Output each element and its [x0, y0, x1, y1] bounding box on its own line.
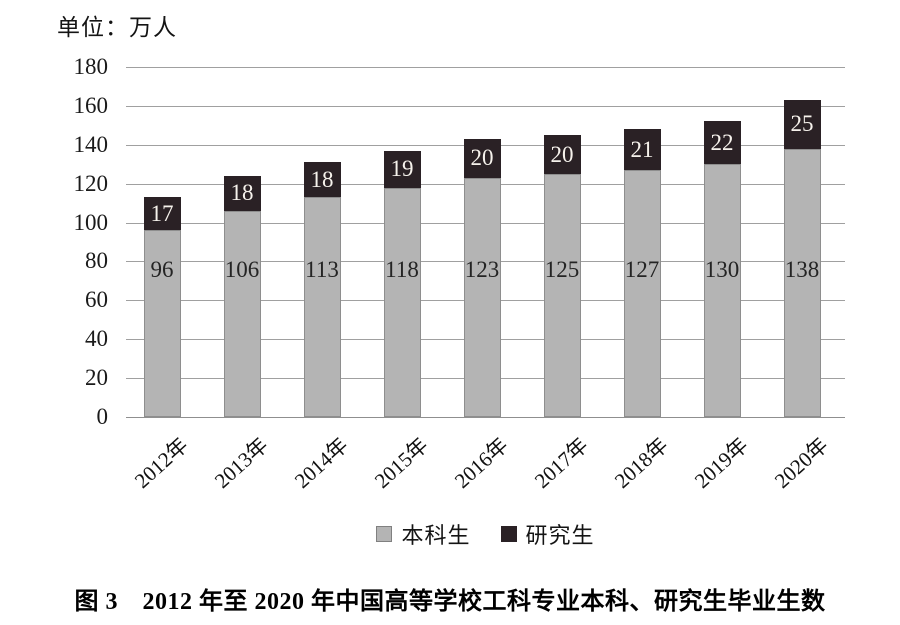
unit-label: 单位：万人 — [57, 15, 177, 40]
x-tick-label: 2012年 — [129, 432, 193, 493]
bar-undergrad-2019年 — [703, 164, 741, 417]
x-tick-label: 2017年 — [529, 432, 593, 493]
grad-value-label: 18 — [230, 180, 254, 206]
bar-grad-2013年 — [223, 175, 261, 211]
undergrad-value-label: 106 — [224, 257, 260, 282]
legend-swatch-icon — [376, 526, 393, 542]
legend-item-本科生: 本科生 — [376, 518, 470, 550]
grad-value-label: 20 — [470, 145, 494, 171]
y-tick-label: 40 — [85, 326, 108, 351]
bar-grad-2019年 — [703, 121, 741, 165]
bar-undergrad-2018年 — [623, 170, 661, 417]
bar-grad-2014年 — [303, 162, 341, 198]
grad-value-label: 18 — [310, 166, 334, 192]
bar-grad-2020年 — [783, 100, 821, 149]
undergrad-value-label: 127 — [624, 257, 660, 282]
undergrad-value-label: 123 — [464, 257, 500, 282]
grad-value-label: 25 — [790, 111, 814, 137]
y-tick-label: 160 — [73, 93, 109, 118]
y-tick-label: 20 — [85, 365, 108, 390]
x-tick-label: 2015年 — [369, 432, 433, 493]
y-tick-label: 120 — [73, 171, 109, 196]
legend-swatch-icon — [500, 526, 517, 542]
y-tick-label: 60 — [85, 287, 108, 312]
gridline — [126, 67, 845, 68]
figure-caption: 图 3 2012 年至 2020 年中国高等学校工科专业本科、研究生毕业生数 — [74, 589, 826, 615]
x-tick-label: 2018年 — [609, 432, 673, 493]
legend-item-研究生: 研究生 — [500, 518, 595, 550]
y-tick-label: 80 — [85, 248, 108, 273]
x-axis-line — [126, 417, 845, 418]
x-tick-label: 2014年 — [289, 432, 353, 493]
grad-value-label: 22 — [710, 129, 734, 155]
bar-grad-2017年 — [543, 135, 581, 174]
bar-undergrad-2016年 — [463, 177, 501, 417]
undergrad-value-label: 113 — [305, 257, 339, 282]
legend-label: 本科生 — [401, 523, 471, 548]
x-tick-label: 2020年 — [769, 432, 833, 493]
undergrad-value-label: 130 — [704, 257, 740, 282]
x-tick-label: 2013年 — [209, 432, 273, 493]
grad-value-label: 21 — [630, 136, 654, 162]
bar-undergrad-2012年 — [143, 230, 181, 417]
bar-undergrad-2020年 — [783, 148, 821, 417]
x-tick-label: 2016年 — [449, 432, 513, 493]
undergrad-value-label: 138 — [784, 257, 820, 282]
gridline — [126, 106, 845, 107]
legend: 本科生 研究生 — [126, 518, 845, 550]
y-tick-label: 180 — [73, 54, 109, 79]
grad-value-label: 17 — [150, 200, 174, 226]
legend-label: 研究生 — [525, 523, 595, 548]
bar-undergrad-2013年 — [223, 210, 261, 417]
bar-undergrad-2014年 — [303, 197, 341, 417]
y-tick-label: 0 — [96, 404, 109, 429]
undergrad-value-label: 96 — [150, 257, 174, 282]
undergrad-value-label: 118 — [385, 257, 419, 282]
bar-grad-2015年 — [383, 150, 421, 188]
grad-value-label: 19 — [390, 156, 414, 182]
bar-grad-2018年 — [623, 129, 661, 171]
y-tick-label: 100 — [73, 210, 109, 235]
bar-undergrad-2015年 — [383, 187, 421, 417]
x-tick-label: 2019年 — [689, 432, 753, 493]
bar-undergrad-2017年 — [543, 173, 581, 417]
bar-grad-2012年 — [143, 197, 181, 231]
grad-value-label: 20 — [550, 141, 574, 167]
y-tick-label: 140 — [73, 132, 109, 157]
bar-grad-2016年 — [463, 138, 501, 178]
undergrad-value-label: 125 — [544, 257, 580, 282]
